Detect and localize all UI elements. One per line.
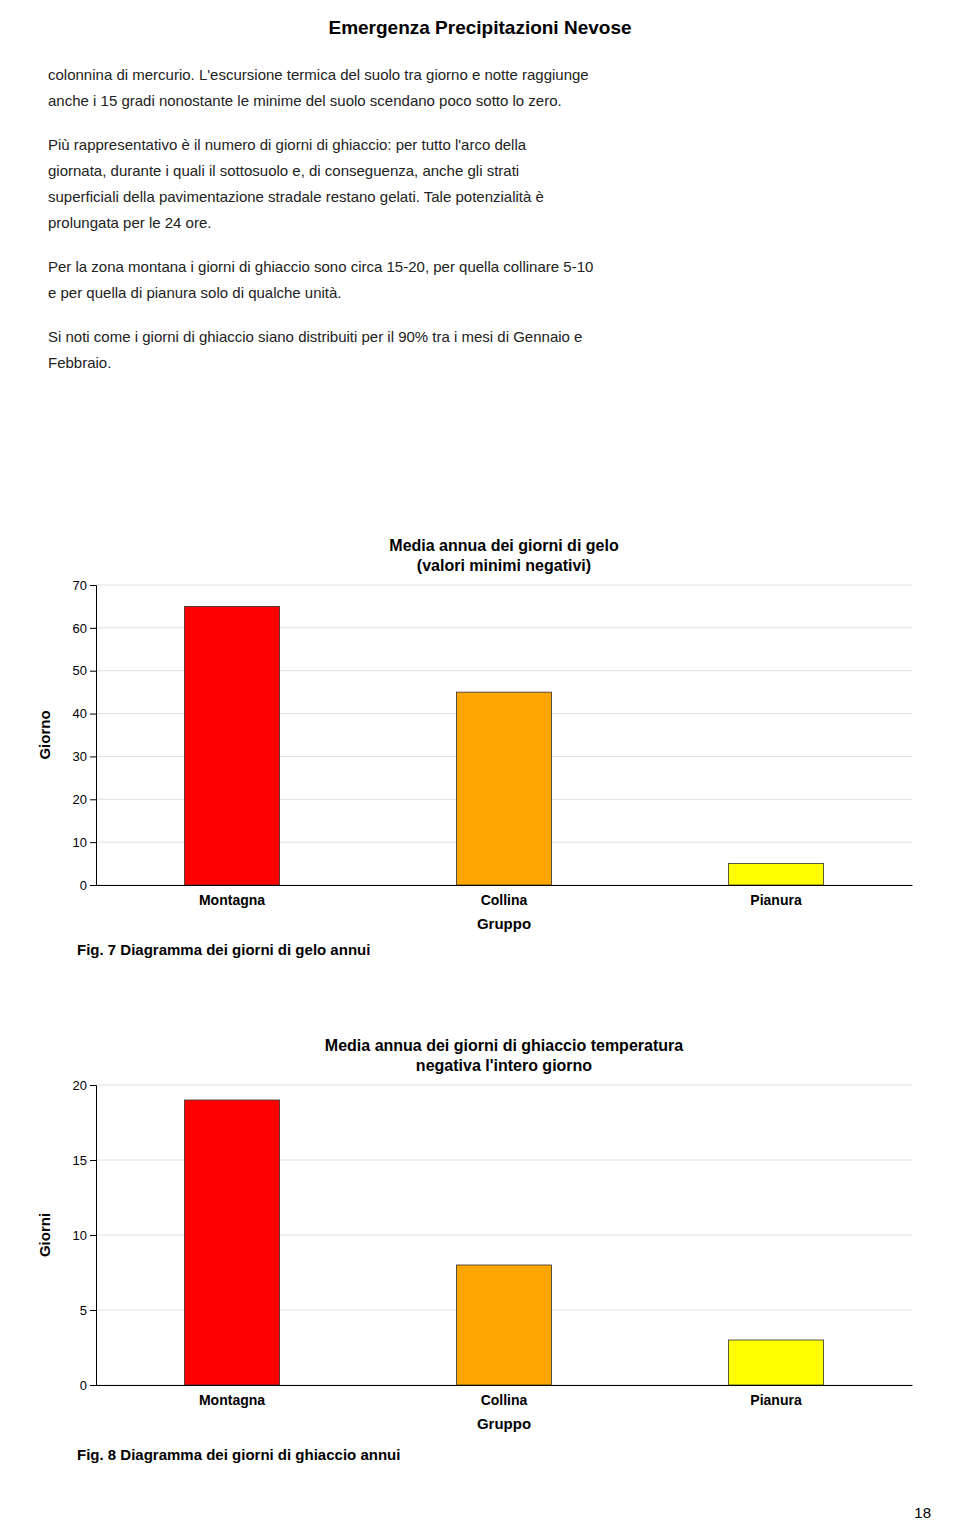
y-tick-label: 0 — [80, 878, 87, 893]
chart-title-line: negativa l'intero giorno — [416, 1057, 592, 1074]
paragraph-line: Si noti come i giorni di ghiaccio siano … — [48, 328, 582, 345]
x-tick-label: Pianura — [750, 1392, 802, 1408]
y-tick-label: 40 — [73, 706, 87, 721]
paragraph-line: Febbraio. — [48, 354, 111, 371]
bars — [184, 606, 823, 885]
y-tick-label: 20 — [73, 792, 87, 807]
tick-mark — [90, 799, 96, 800]
y-tick: 10 — [73, 835, 96, 850]
grid-line — [96, 585, 912, 586]
y-tick-label: 0 — [80, 1378, 87, 1393]
y-tick: 20 — [73, 792, 96, 807]
y-tick-label: 10 — [73, 1228, 87, 1243]
y-tick: 0 — [80, 1378, 96, 1393]
grid — [96, 585, 912, 885]
chart: 0 10 20 30 40 50 60 70 Montagna Collina Pianura Gru… — [36, 537, 913, 932]
x-tick-label: Collina — [481, 1392, 528, 1408]
y-tick: 70 — [73, 578, 96, 593]
y-axis: 0 10 20 30 40 50 60 70 — [73, 578, 97, 893]
y-tick: 30 — [73, 749, 96, 764]
y-axis-title: Giorno — [36, 710, 53, 759]
x-tick: Montagna — [199, 892, 265, 908]
page-number: 18 — [914, 1504, 931, 1521]
y-axis-title: Giorni — [36, 1213, 53, 1257]
x-tick-label: Montagna — [199, 892, 265, 908]
x-axis: Montagna Collina Pianura — [97, 886, 913, 908]
tick-mark — [90, 756, 96, 757]
y-tick: 50 — [73, 663, 96, 678]
x-tick-label: Collina — [481, 892, 528, 908]
grid-line — [96, 1085, 912, 1086]
x-tick-label: Montagna — [199, 1392, 265, 1408]
paragraph-line: Più rappresentativo è il numero di giorn… — [48, 136, 527, 153]
y-tick-label: 30 — [73, 749, 87, 764]
tick-mark — [90, 1385, 96, 1386]
chart-title: Media annua dei giorni di gelo (valori mi… — [389, 537, 619, 574]
x-tick-label: Pianura — [750, 892, 802, 908]
x-axis-title: Gruppo — [477, 1415, 531, 1432]
chart-title: Media annua dei giorni di ghiaccio tempe… — [325, 1037, 683, 1074]
y-tick-label: 5 — [80, 1303, 87, 1318]
y-tick: 60 — [73, 621, 96, 636]
y-tick: 0 — [80, 878, 96, 893]
y-tick-label: 50 — [73, 663, 87, 678]
figure-caption: Fig. 7 Diagramma dei giorni di gelo annu… — [77, 941, 370, 958]
y-axis: 0 5 10 15 20 — [73, 1078, 97, 1393]
paragraph-line: colonnina di mercurio. L'escursione term… — [48, 66, 589, 83]
y-tick-label: 70 — [73, 578, 87, 593]
tick-mark — [90, 1160, 96, 1161]
chart-title-line: Media annua dei giorni di gelo — [389, 537, 619, 554]
y-tick: 10 — [73, 1228, 96, 1243]
tick-mark — [90, 1310, 96, 1311]
tick-mark — [90, 1085, 96, 1086]
y-tick-label: 15 — [73, 1153, 87, 1168]
x-tick: Collina — [481, 892, 528, 908]
x-tick: Pianura — [750, 892, 802, 908]
y-tick: 15 — [73, 1153, 96, 1168]
paragraph-line: anche i 15 gradi nonostante le minime de… — [48, 92, 562, 109]
y-tick-label: 60 — [73, 621, 87, 636]
tick-mark — [90, 585, 96, 586]
tick-mark — [90, 1235, 96, 1236]
y-tick: 20 — [73, 1078, 96, 1093]
x-tick: Pianura — [750, 1392, 802, 1408]
x-axis-title: Gruppo — [477, 915, 531, 932]
bar — [184, 1100, 279, 1385]
y-tick: 40 — [73, 706, 96, 721]
paragraph-line: giornata, durante i quali il sottosuolo … — [48, 162, 519, 179]
bar — [184, 606, 279, 885]
tick-mark — [90, 628, 96, 629]
axis-line — [97, 1385, 913, 1386]
bar — [728, 1340, 823, 1385]
axis-line — [97, 885, 913, 886]
bars — [184, 1100, 823, 1385]
x-tick: Collina — [481, 1392, 528, 1408]
page: Emergenza Precipitazioni Nevose colonnina… — [0, 0, 960, 1530]
x-tick: Montagna — [199, 1392, 265, 1408]
page-title: Emergenza Precipitazioni Nevose — [328, 17, 631, 38]
grid — [96, 1085, 912, 1385]
paragraph-line: prolungata per le 24 ore. — [48, 214, 211, 231]
x-axis: Montagna Collina Pianura — [97, 1386, 913, 1408]
paragraph-line: e per quella di pianura solo di qualche … — [48, 284, 342, 301]
y-tick-label: 10 — [73, 835, 87, 850]
bar — [456, 1265, 551, 1385]
tick-mark — [90, 671, 96, 672]
paragraph-line: Per la zona montana i giorni di ghiaccio… — [48, 258, 593, 275]
bar — [728, 864, 823, 885]
paragraph-line: superficiali della pavimentazione strada… — [48, 188, 544, 205]
tick-mark — [90, 885, 96, 886]
chart-title-line: (valori minimi negativi) — [417, 557, 591, 574]
y-tick-label: 20 — [73, 1078, 87, 1093]
chart-title-line: Media annua dei giorni di ghiaccio tempe… — [325, 1037, 683, 1054]
bar — [456, 692, 551, 885]
chart: 0 5 10 15 20 Montagna Collina Pianura Gruppo Gior… — [36, 1037, 913, 1432]
tick-mark — [90, 714, 96, 715]
axis-line — [90, 1086, 97, 1386]
tick-mark — [90, 842, 96, 843]
y-tick: 5 — [80, 1303, 96, 1318]
axis-line — [90, 586, 97, 886]
figure-caption: Fig. 8 Diagramma dei giorni di ghiaccio … — [77, 1446, 400, 1463]
